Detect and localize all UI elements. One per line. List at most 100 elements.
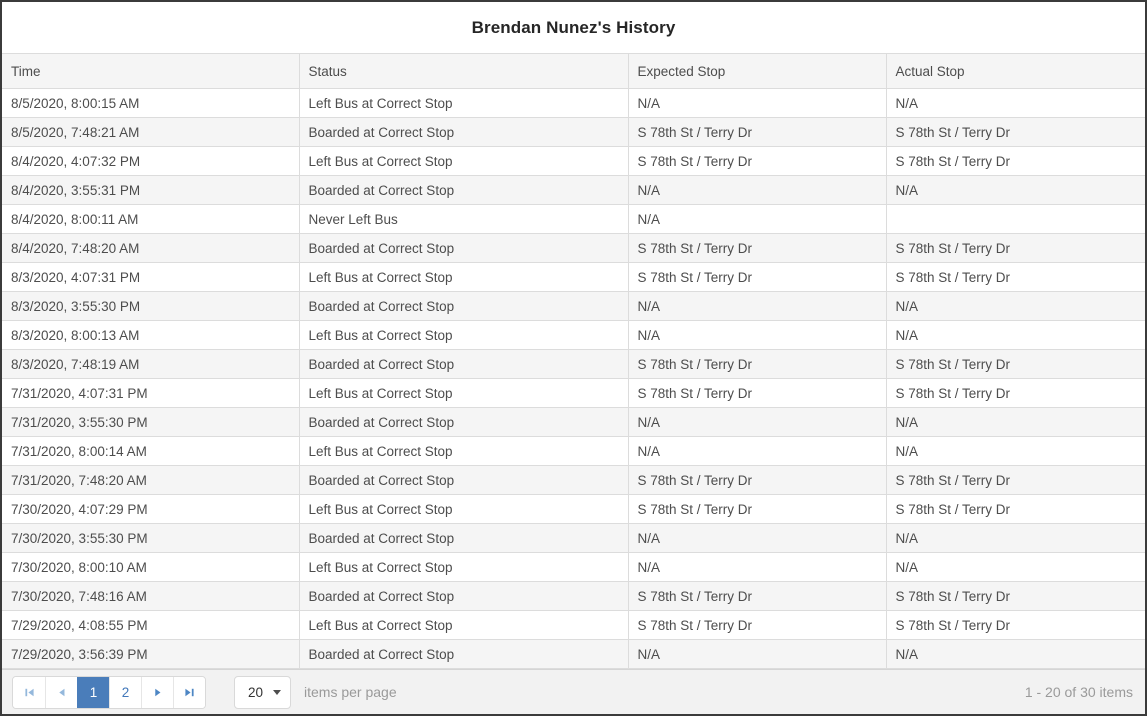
cell-status: Left Bus at Correct Stop	[299, 262, 629, 292]
cell-time: 8/4/2020, 8:00:11 AM	[2, 204, 300, 234]
cell-expected-stop: S 78th St / Terry Dr	[628, 233, 887, 263]
table-row: 8/3/2020, 8:00:13 AM Left Bus at Correct …	[2, 320, 1145, 350]
cell-time: 8/4/2020, 4:07:32 PM	[2, 146, 300, 176]
table-row: 8/5/2020, 7:48:21 AM Boarded at Correct S…	[2, 117, 1145, 147]
first-page-icon	[23, 686, 36, 699]
cell-actual-stop: N/A	[886, 175, 1145, 205]
cell-time: 7/30/2020, 8:00:10 AM	[2, 552, 300, 582]
cell-expected-stop: S 78th St / Terry Dr	[628, 581, 887, 611]
cell-status: Boarded at Correct Stop	[299, 117, 629, 147]
cell-actual-stop: S 78th St / Terry Dr	[886, 146, 1145, 176]
pager-button-group: 1 2	[12, 675, 206, 709]
cell-actual-stop	[886, 204, 1145, 234]
column-header-expected-stop: Expected Stop	[628, 53, 887, 89]
cell-status: Left Bus at Correct Stop	[299, 88, 629, 118]
last-page-icon	[183, 686, 196, 699]
cell-status: Boarded at Correct Stop	[299, 523, 629, 553]
table-row: 8/4/2020, 3:55:31 PM Boarded at Correct S…	[2, 175, 1145, 205]
cell-actual-stop: N/A	[886, 552, 1145, 582]
cell-time: 7/29/2020, 4:08:55 PM	[2, 610, 300, 640]
table-row: 8/3/2020, 3:55:30 PM Boarded at Correct S…	[2, 291, 1145, 321]
table-row: 8/5/2020, 8:00:15 AM Left Bus at Correct …	[2, 88, 1145, 118]
cell-expected-stop: N/A	[628, 407, 887, 437]
cell-actual-stop: N/A	[886, 639, 1145, 669]
cell-status: Left Bus at Correct Stop	[299, 494, 629, 524]
cell-time: 8/3/2020, 8:00:13 AM	[2, 320, 300, 350]
cell-expected-stop: S 78th St / Terry Dr	[628, 117, 887, 147]
cell-status: Left Bus at Correct Stop	[299, 552, 629, 582]
page-title: Brendan Nunez's History	[471, 17, 676, 37]
cell-time: 7/31/2020, 8:00:14 AM	[2, 436, 300, 466]
table-row: 7/31/2020, 7:48:20 AM Boarded at Correct …	[2, 465, 1145, 495]
cell-time: 8/3/2020, 4:07:31 PM	[2, 262, 300, 292]
cell-expected-stop: N/A	[628, 204, 887, 234]
cell-expected-stop: S 78th St / Terry Dr	[628, 465, 887, 495]
cell-expected-stop: N/A	[628, 436, 887, 466]
page-2-button[interactable]: 2	[109, 676, 141, 708]
cell-status: Never Left Bus	[299, 204, 629, 234]
cell-expected-stop: S 78th St / Terry Dr	[628, 146, 887, 176]
cell-actual-stop: S 78th St / Terry Dr	[886, 349, 1145, 379]
cell-status: Boarded at Correct Stop	[299, 407, 629, 437]
cell-expected-stop: N/A	[628, 320, 887, 350]
cell-time: 7/31/2020, 7:48:20 AM	[2, 465, 300, 495]
first-page-button[interactable]	[13, 676, 45, 708]
cell-status: Boarded at Correct Stop	[299, 233, 629, 263]
history-table: Time Status Expected Stop Actual Stop 8/…	[2, 53, 1145, 669]
cell-status: Left Bus at Correct Stop	[299, 320, 629, 350]
table-header-row: Time Status Expected Stop Actual Stop	[2, 53, 1145, 89]
cell-time: 7/30/2020, 3:55:30 PM	[2, 523, 300, 553]
cell-expected-stop: S 78th St / Terry Dr	[628, 378, 887, 408]
cell-time: 8/5/2020, 7:48:21 AM	[2, 117, 300, 147]
table-row: 8/4/2020, 4:07:32 PM Left Bus at Correct …	[2, 146, 1145, 176]
chevron-down-icon	[273, 689, 281, 695]
previous-page-button[interactable]	[45, 676, 77, 708]
cell-actual-stop: N/A	[886, 291, 1145, 321]
next-page-icon	[151, 686, 164, 699]
page-size-dropdown[interactable]: 20	[234, 675, 291, 709]
cell-time: 8/5/2020, 8:00:15 AM	[2, 88, 300, 118]
next-page-button[interactable]	[141, 676, 173, 708]
page-1-button[interactable]: 1	[77, 676, 109, 708]
pager-range-label: 1 - 20 of 30 items	[1024, 684, 1133, 700]
cell-status: Left Bus at Correct Stop	[299, 610, 629, 640]
table-row: 7/29/2020, 4:08:55 PM Left Bus at Correct…	[2, 610, 1145, 640]
cell-status: Left Bus at Correct Stop	[299, 436, 629, 466]
cell-expected-stop: S 78th St / Terry Dr	[628, 262, 887, 292]
cell-actual-stop: S 78th St / Terry Dr	[886, 378, 1145, 408]
column-header-status: Status	[299, 53, 629, 89]
cell-actual-stop: S 78th St / Terry Dr	[886, 117, 1145, 147]
table-row: 7/30/2020, 4:07:29 PM Left Bus at Correct…	[2, 494, 1145, 524]
table-row: 8/4/2020, 8:00:11 AM Never Left Bus N/A	[2, 204, 1145, 234]
cell-time: 8/3/2020, 7:48:19 AM	[2, 349, 300, 379]
items-per-page-label: items per page	[304, 684, 397, 700]
table-row: 7/31/2020, 8:00:14 AM Left Bus at Correct…	[2, 436, 1145, 466]
cell-actual-stop: N/A	[886, 320, 1145, 350]
title-bar: Brendan Nunez's History	[2, 2, 1145, 53]
table-row: 7/30/2020, 3:55:30 PM Boarded at Correct …	[2, 523, 1145, 553]
column-header-actual-stop: Actual Stop	[886, 53, 1145, 89]
cell-expected-stop: S 78th St / Terry Dr	[628, 610, 887, 640]
cell-time: 7/31/2020, 3:55:30 PM	[2, 407, 300, 437]
cell-actual-stop: S 78th St / Terry Dr	[886, 581, 1145, 611]
last-page-button[interactable]	[173, 676, 205, 708]
cell-actual-stop: N/A	[886, 436, 1145, 466]
cell-expected-stop: S 78th St / Terry Dr	[628, 349, 887, 379]
cell-actual-stop: N/A	[886, 88, 1145, 118]
table-row: 7/31/2020, 3:55:30 PM Boarded at Correct …	[2, 407, 1145, 437]
table-row: 7/30/2020, 8:00:10 AM Left Bus at Correct…	[2, 552, 1145, 582]
pager-bar: 1 2 20 items	[2, 669, 1145, 714]
cell-status: Boarded at Correct Stop	[299, 581, 629, 611]
cell-status: Boarded at Correct Stop	[299, 175, 629, 205]
cell-actual-stop: S 78th St / Terry Dr	[886, 494, 1145, 524]
cell-status: Left Bus at Correct Stop	[299, 378, 629, 408]
cell-actual-stop: N/A	[886, 523, 1145, 553]
cell-expected-stop: N/A	[628, 639, 887, 669]
cell-time: 7/30/2020, 4:07:29 PM	[2, 494, 300, 524]
cell-actual-stop: N/A	[886, 407, 1145, 437]
column-header-time: Time	[2, 53, 300, 89]
cell-time: 8/4/2020, 7:48:20 AM	[2, 233, 300, 263]
cell-actual-stop: S 78th St / Terry Dr	[886, 233, 1145, 263]
cell-time: 8/3/2020, 3:55:30 PM	[2, 291, 300, 321]
